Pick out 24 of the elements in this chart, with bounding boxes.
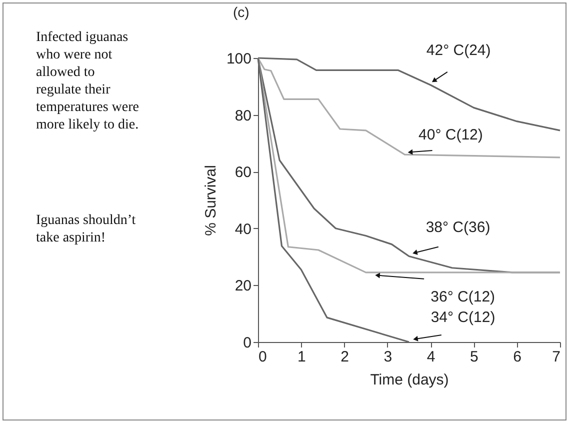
x-tick-label: 2 (340, 348, 349, 366)
chart-title: (c) (233, 4, 250, 20)
series-label: 42° C(24) (426, 42, 491, 59)
x-tick-label: 3 (384, 348, 392, 366)
y-tick-label: 100 (226, 50, 252, 68)
text: Iguanas shouldn’t take aspirin! (36, 213, 136, 246)
series-label: 38° C(36) (426, 219, 490, 236)
x-tick-label: 0 (258, 348, 267, 366)
y-tick-label: 40 (234, 220, 252, 238)
y-tick-label: 0 (243, 334, 252, 352)
series-label: 34° C(12) (430, 309, 496, 326)
text: Infected iguanas who were not allowed to regulate their temperatures were more likely to die. (36, 30, 139, 132)
x-tick-label: 5 (470, 348, 478, 366)
x-tick-label: 1 (297, 348, 306, 366)
series-label: 40° C(12) (418, 126, 483, 144)
y-tick-label: 80 (234, 107, 252, 124)
y-tick-label: 20 (234, 278, 252, 295)
y-tick-label: 60 (234, 164, 252, 182)
y-axis-title: % Survival (202, 165, 220, 236)
x-tick-label: 7 (552, 348, 560, 366)
x-tick-label: 4 (426, 348, 436, 366)
x-tick-label: 6 (513, 348, 522, 366)
series-label: 36° C(12) (430, 288, 496, 306)
x-axis-title: Time (days) (370, 372, 449, 388)
